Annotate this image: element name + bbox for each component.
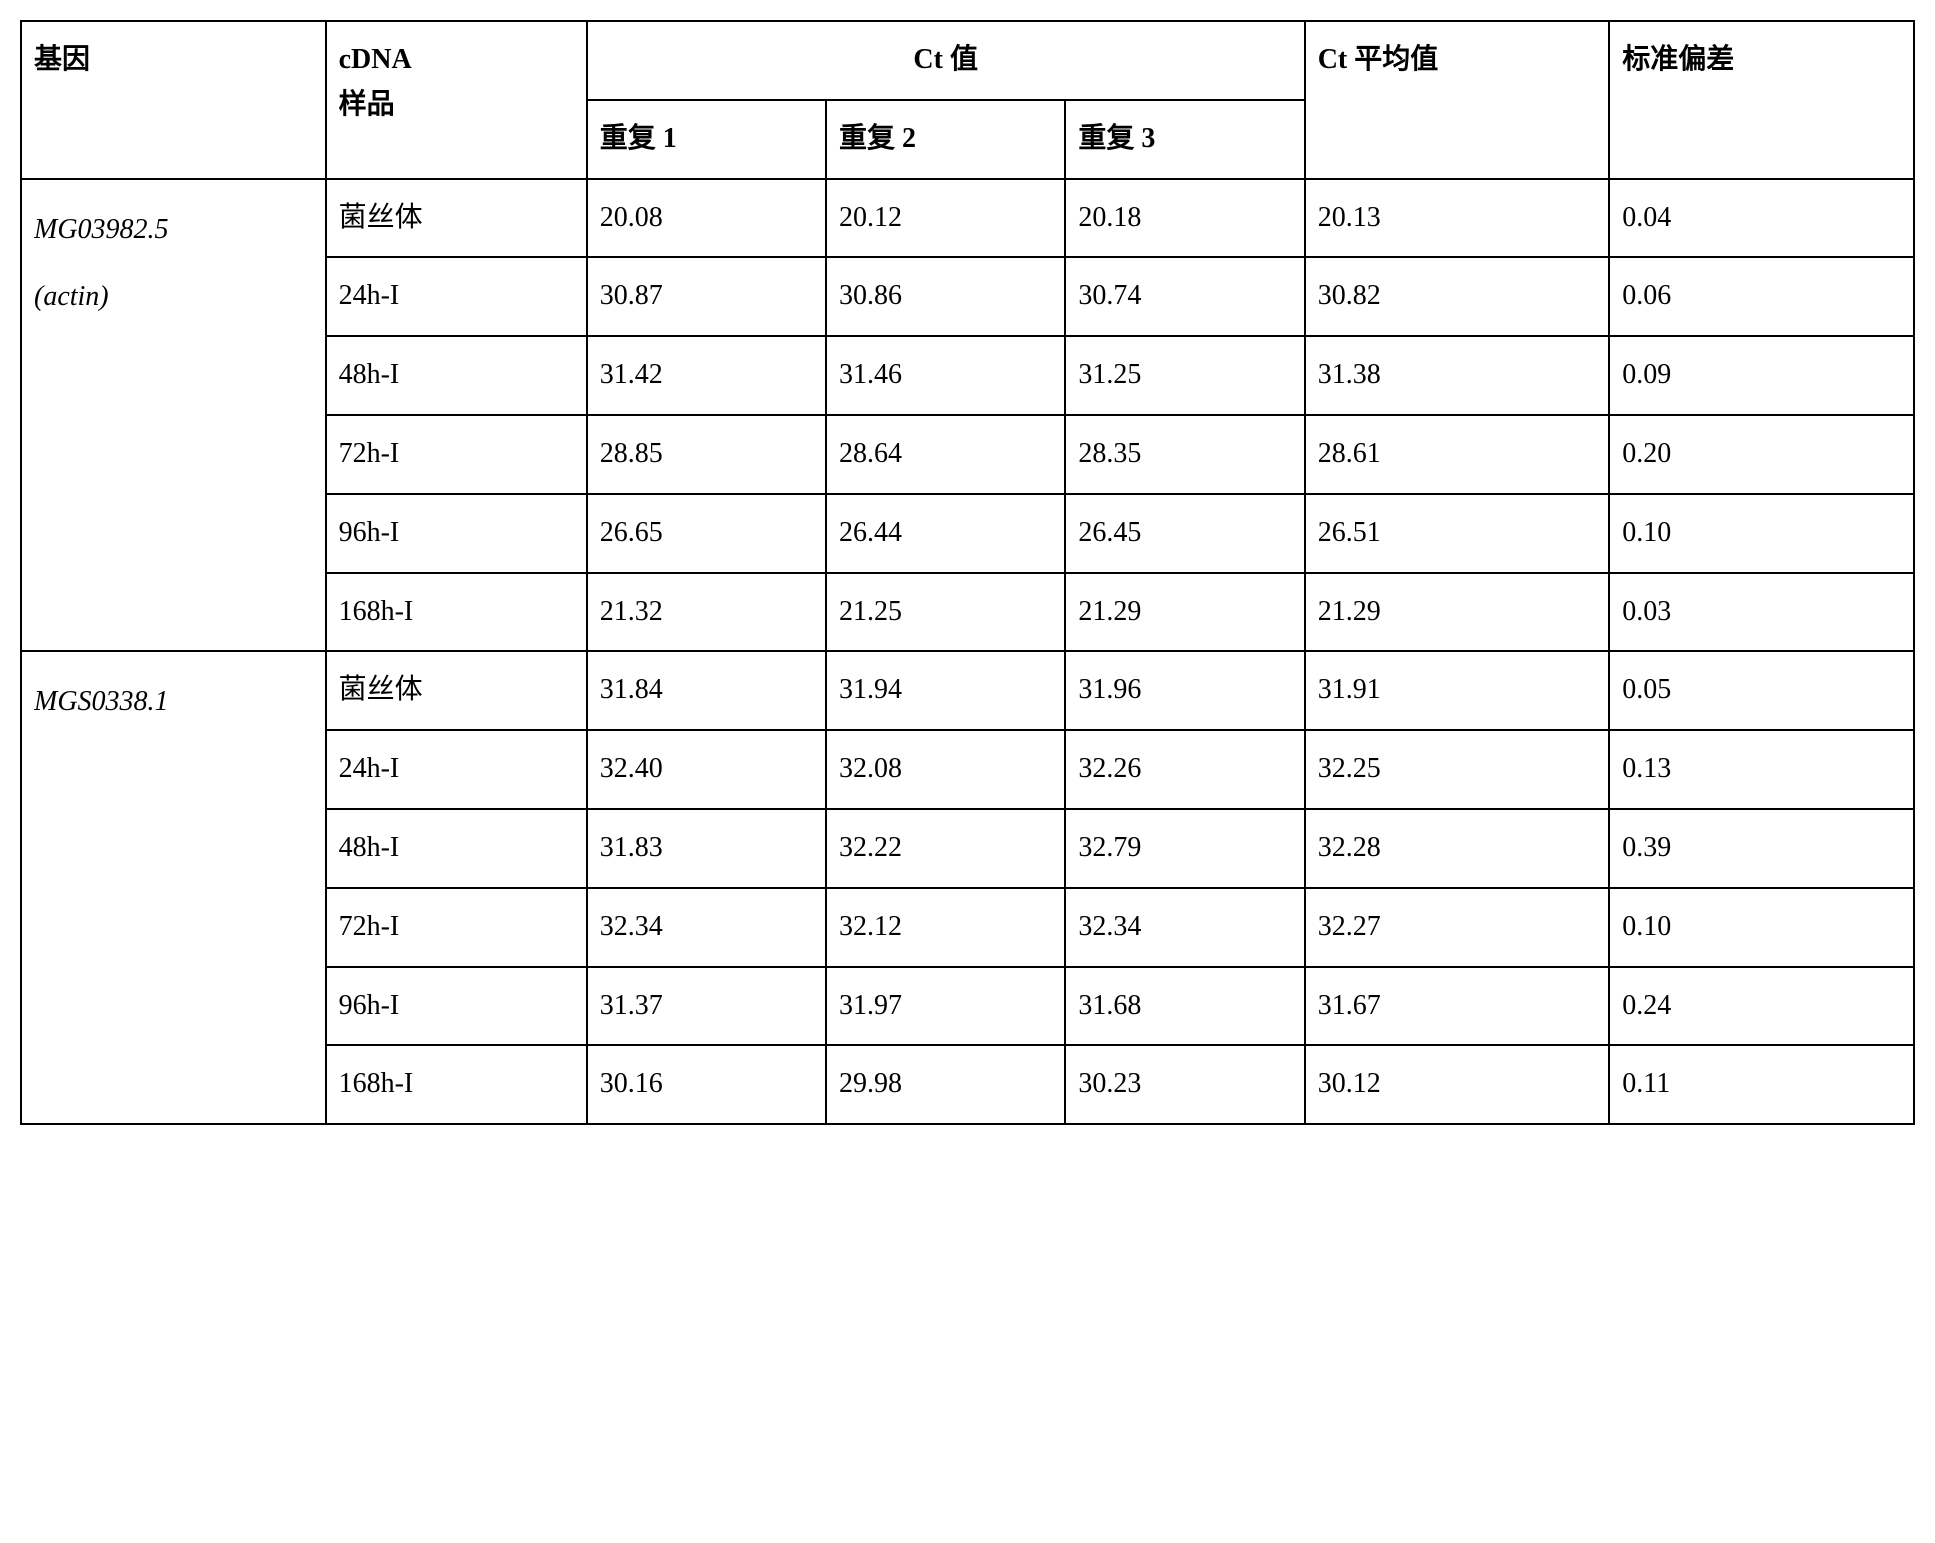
rep3-cell: 32.26: [1065, 730, 1304, 809]
header-std-dev: 标准偏差: [1609, 21, 1914, 179]
ct-data-table: 基因 cDNA 样品 Ct 值 Ct 平均值 标准偏差 重复 1 重复 2 重复…: [20, 20, 1915, 1125]
mean-cell: 20.13: [1305, 179, 1610, 258]
sd-cell: 0.09: [1609, 336, 1914, 415]
header-cdna-line2: 样品: [339, 83, 574, 128]
sd-cell: 0.05: [1609, 651, 1914, 730]
rep1-cell: 31.42: [587, 336, 826, 415]
rep3-cell: 32.34: [1065, 888, 1304, 967]
sample-cell: 168h-I: [326, 573, 587, 652]
mean-cell: 32.27: [1305, 888, 1610, 967]
sd-cell: 0.24: [1609, 967, 1914, 1046]
sample-cell: 72h-I: [326, 888, 587, 967]
sd-cell: 0.13: [1609, 730, 1914, 809]
sample-cell: 菌丝体: [326, 179, 587, 258]
rep2-cell: 31.46: [826, 336, 1065, 415]
sd-cell: 0.10: [1609, 888, 1914, 967]
rep3-cell: 21.29: [1065, 573, 1304, 652]
rep1-cell: 31.37: [587, 967, 826, 1046]
rep2-cell: 26.44: [826, 494, 1065, 573]
rep1-cell: 20.08: [587, 179, 826, 258]
rep1-cell: 32.40: [587, 730, 826, 809]
table-body: MG03982.5(actin)菌丝体20.0820.1220.1820.130…: [21, 179, 1914, 1125]
header-ct-mean: Ct 平均值: [1305, 21, 1610, 179]
rep1-cell: 32.34: [587, 888, 826, 967]
sd-cell: 0.04: [1609, 179, 1914, 258]
header-ct-value: Ct 值: [587, 21, 1305, 100]
rep3-cell: 28.35: [1065, 415, 1304, 494]
header-cdna-line1: cDNA: [339, 38, 574, 83]
rep3-cell: 30.23: [1065, 1045, 1304, 1124]
rep2-cell: 31.97: [826, 967, 1065, 1046]
rep3-cell: 26.45: [1065, 494, 1304, 573]
table-row: MGS0338.1菌丝体31.8431.9431.9631.910.05: [21, 651, 1914, 730]
gene-name-line1: MG03982.5: [34, 196, 313, 263]
sd-cell: 0.20: [1609, 415, 1914, 494]
rep2-cell: 32.08: [826, 730, 1065, 809]
mean-cell: 32.25: [1305, 730, 1610, 809]
sample-cell: 48h-I: [326, 336, 587, 415]
rep3-cell: 31.68: [1065, 967, 1304, 1046]
rep3-cell: 32.79: [1065, 809, 1304, 888]
mean-cell: 32.28: [1305, 809, 1610, 888]
sd-cell: 0.39: [1609, 809, 1914, 888]
rep2-cell: 32.22: [826, 809, 1065, 888]
rep1-cell: 26.65: [587, 494, 826, 573]
rep2-cell: 28.64: [826, 415, 1065, 494]
sample-cell: 24h-I: [326, 730, 587, 809]
rep3-cell: 30.74: [1065, 257, 1304, 336]
header-cdna-sample: cDNA 样品: [326, 21, 587, 179]
mean-cell: 30.82: [1305, 257, 1610, 336]
header-rep3: 重复 3: [1065, 100, 1304, 179]
header-gene-label: 基因: [34, 44, 90, 75]
rep1-cell: 21.32: [587, 573, 826, 652]
sample-cell: 168h-I: [326, 1045, 587, 1124]
rep1-cell: 28.85: [587, 415, 826, 494]
rep3-cell: 20.18: [1065, 179, 1304, 258]
rep2-cell: 31.94: [826, 651, 1065, 730]
rep1-cell: 30.16: [587, 1045, 826, 1124]
sd-cell: 0.10: [1609, 494, 1914, 573]
rep3-cell: 31.96: [1065, 651, 1304, 730]
mean-cell: 26.51: [1305, 494, 1610, 573]
sd-cell: 0.11: [1609, 1045, 1914, 1124]
header-row-1: 基因 cDNA 样品 Ct 值 Ct 平均值 标准偏差: [21, 21, 1914, 100]
sample-cell: 72h-I: [326, 415, 587, 494]
rep3-cell: 31.25: [1065, 336, 1304, 415]
rep1-cell: 31.83: [587, 809, 826, 888]
mean-cell: 31.91: [1305, 651, 1610, 730]
header-gene: 基因: [21, 21, 326, 179]
sd-cell: 0.03: [1609, 573, 1914, 652]
sample-cell: 96h-I: [326, 494, 587, 573]
mean-cell: 21.29: [1305, 573, 1610, 652]
mean-cell: 31.67: [1305, 967, 1610, 1046]
mean-cell: 28.61: [1305, 415, 1610, 494]
header-rep1: 重复 1: [587, 100, 826, 179]
sample-cell: 96h-I: [326, 967, 587, 1046]
gene-name-line1: MGS0338.1: [34, 668, 313, 735]
sample-cell: 菌丝体: [326, 651, 587, 730]
table-row: MG03982.5(actin)菌丝体20.0820.1220.1820.130…: [21, 179, 1914, 258]
sample-cell: 48h-I: [326, 809, 587, 888]
gene-name-cell: MG03982.5(actin): [21, 179, 326, 652]
mean-cell: 30.12: [1305, 1045, 1610, 1124]
mean-cell: 31.38: [1305, 336, 1610, 415]
sample-cell: 24h-I: [326, 257, 587, 336]
rep2-cell: 30.86: [826, 257, 1065, 336]
rep2-cell: 29.98: [826, 1045, 1065, 1124]
gene-name-line2: (actin): [34, 263, 313, 330]
rep1-cell: 31.84: [587, 651, 826, 730]
rep1-cell: 30.87: [587, 257, 826, 336]
rep2-cell: 32.12: [826, 888, 1065, 967]
header-rep2: 重复 2: [826, 100, 1065, 179]
rep2-cell: 21.25: [826, 573, 1065, 652]
rep2-cell: 20.12: [826, 179, 1065, 258]
sd-cell: 0.06: [1609, 257, 1914, 336]
gene-name-cell: MGS0338.1: [21, 651, 326, 1124]
